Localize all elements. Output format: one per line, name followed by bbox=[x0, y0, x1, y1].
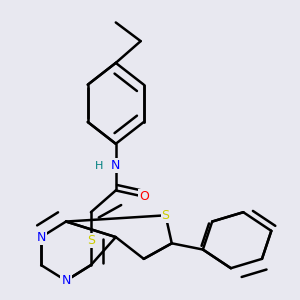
Text: S: S bbox=[87, 234, 95, 247]
Text: N: N bbox=[111, 159, 121, 172]
Text: O: O bbox=[139, 190, 149, 203]
Text: N: N bbox=[61, 274, 71, 287]
Text: S: S bbox=[162, 209, 170, 222]
Text: N: N bbox=[36, 231, 46, 244]
Text: H: H bbox=[94, 160, 103, 171]
